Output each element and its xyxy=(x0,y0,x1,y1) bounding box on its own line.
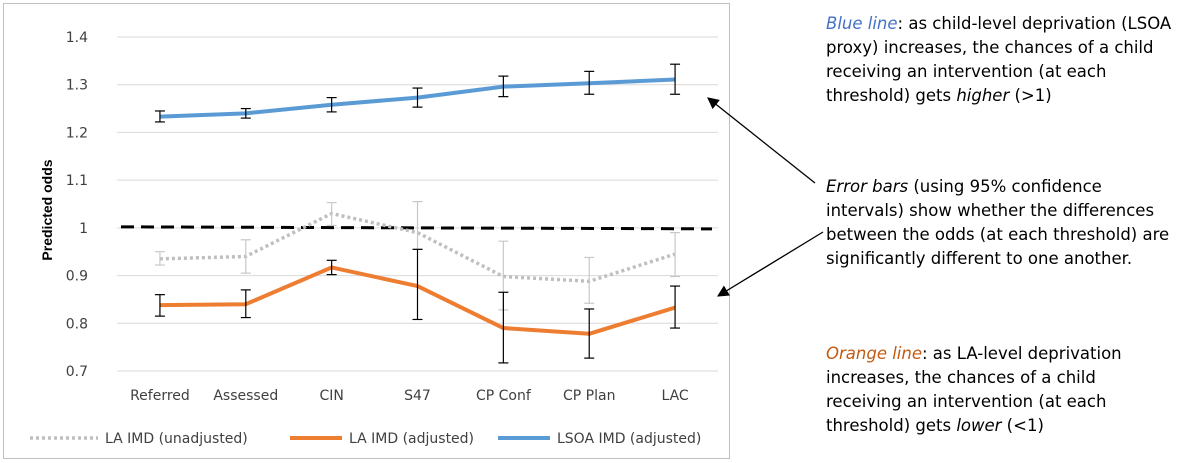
error-bar xyxy=(326,201,337,227)
error-bar xyxy=(670,63,681,95)
annotation-orange-text: : as LA-level deprivation increases, the… xyxy=(826,344,1122,435)
y-tick-label: 1 xyxy=(79,221,88,237)
annotation-orange-lead: Orange line xyxy=(826,344,922,363)
series-1 xyxy=(154,248,681,364)
error-bar xyxy=(412,248,423,321)
error-bar xyxy=(584,70,595,95)
error-bar xyxy=(154,251,165,266)
error-bar xyxy=(498,291,509,364)
error-bar xyxy=(326,96,337,113)
annotation-error-lead: Error bars xyxy=(826,177,909,196)
x-tick-label: Assessed xyxy=(213,388,278,404)
legend: LA IMD (unadjusted) LA IMD (adjusted) LSOA… xyxy=(30,431,701,447)
annotation-orange-suffix: (<1) xyxy=(1001,416,1044,435)
y-tick-label: 0.7 xyxy=(66,364,88,380)
error-bar xyxy=(326,259,337,276)
y-tick-label: 0.8 xyxy=(66,316,88,332)
x-tick-label: CP Plan xyxy=(563,388,615,404)
arrow-to-error-bars xyxy=(717,231,824,297)
annotation-blue-lead: Blue line xyxy=(826,14,898,33)
error-bar xyxy=(154,294,165,317)
annotation-blue-text: : as child-level deprivation (LSOA proxy… xyxy=(826,14,1172,105)
y-tick-label: 1.1 xyxy=(66,173,88,189)
y-tick-label: 1.2 xyxy=(66,125,88,141)
chart-frame xyxy=(3,3,730,459)
x-tick-label: S47 xyxy=(404,388,431,404)
y-tick-label: 1.3 xyxy=(66,78,88,94)
legend-label: LSOA IMD (adjusted) xyxy=(557,431,701,447)
error-bar xyxy=(498,75,509,98)
annotation-error-bars: Error bars (using 95% confidence interva… xyxy=(826,175,1171,271)
annotation-error-text: (using 95% confidence intervals) show wh… xyxy=(826,177,1170,268)
legend-label: LA IMD (unadjusted) xyxy=(105,431,248,447)
series-0 xyxy=(154,201,681,311)
error-bar xyxy=(154,110,165,123)
error-bar xyxy=(240,239,251,274)
x-tick-label: LAC xyxy=(661,388,688,404)
annotation-blue-suffix: (>1) xyxy=(1009,86,1052,105)
annotation-blue: Blue line: as child-level deprivation (L… xyxy=(826,12,1176,108)
x-tick-label: Referred xyxy=(130,388,190,404)
series-2 xyxy=(154,63,681,123)
annotation-orange: Orange line: as LA-level deprivation inc… xyxy=(826,342,1176,438)
x-tick-label: CP Conf xyxy=(476,388,532,404)
error-bar xyxy=(412,87,423,108)
legend-label: LA IMD (adjusted) xyxy=(349,431,474,447)
error-bar xyxy=(584,308,595,359)
x-tick-label: CIN xyxy=(319,388,343,404)
annotation-arrows xyxy=(707,97,824,297)
error-bar xyxy=(412,201,423,250)
annotation-orange-em: lower xyxy=(956,416,1002,435)
y-tick-label: 1.4 xyxy=(66,30,88,46)
error-bar xyxy=(240,289,251,319)
annotation-blue-em: higher xyxy=(956,86,1010,105)
y-axis-label: Predicted odds xyxy=(39,159,55,260)
error-bar xyxy=(240,107,251,119)
reference-line xyxy=(120,225,713,231)
error-bar xyxy=(670,232,681,278)
arrow-to-blue-line xyxy=(707,97,816,184)
y-tick-label: 0.9 xyxy=(66,269,88,285)
error-bar xyxy=(584,256,595,304)
error-bar xyxy=(670,285,681,329)
